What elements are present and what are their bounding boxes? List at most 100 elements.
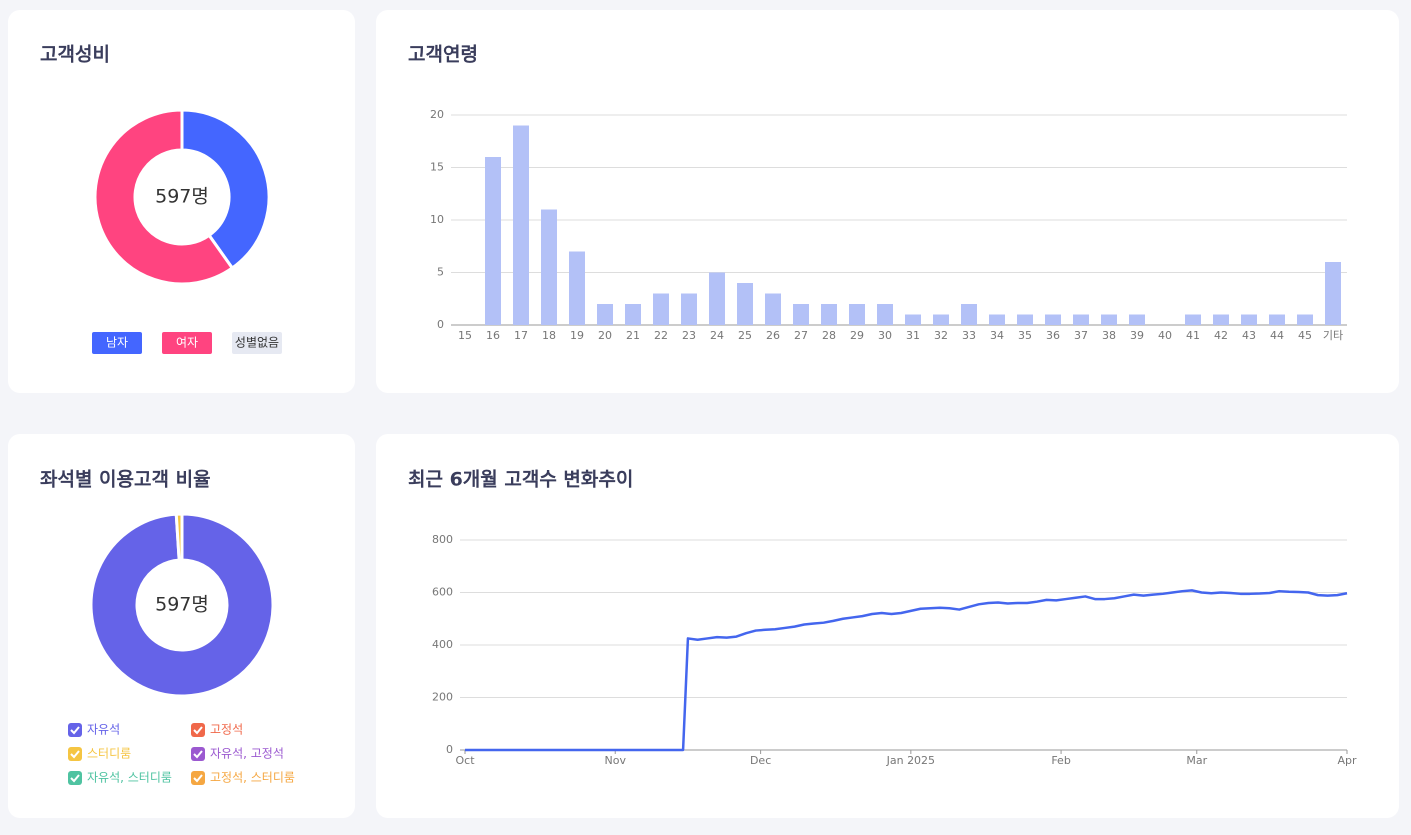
x-tick-label: 36 bbox=[1046, 329, 1060, 342]
x-tick-label: 40 bbox=[1158, 329, 1172, 342]
center-label: 597명 bbox=[155, 594, 209, 616]
bar bbox=[1241, 314, 1257, 325]
bar bbox=[989, 314, 1005, 325]
bar bbox=[1129, 314, 1145, 325]
y-tick-label: 15 bbox=[430, 161, 444, 174]
pie-slice bbox=[93, 108, 235, 286]
x-tick-label: 16 bbox=[486, 329, 500, 342]
bar bbox=[1101, 314, 1117, 325]
x-tick-label: Jan 2025 bbox=[886, 754, 935, 767]
bar bbox=[821, 304, 837, 325]
legend-swatch bbox=[162, 332, 212, 354]
x-tick-label: 18 bbox=[542, 329, 556, 342]
bar bbox=[1017, 314, 1033, 325]
legend-checkbox bbox=[68, 723, 82, 737]
bar bbox=[793, 304, 809, 325]
card bbox=[8, 434, 355, 818]
card bbox=[376, 10, 1399, 393]
x-tick-label: 38 bbox=[1102, 329, 1116, 342]
x-tick-label: 23 bbox=[682, 329, 696, 342]
bar bbox=[597, 304, 613, 325]
x-tick-label: 33 bbox=[962, 329, 976, 342]
x-tick-label: Feb bbox=[1051, 754, 1070, 767]
legend-label: 남자 bbox=[106, 336, 128, 350]
x-tick-label: 22 bbox=[654, 329, 668, 342]
x-tick-label: 30 bbox=[878, 329, 892, 342]
y-tick-label: 600 bbox=[432, 586, 453, 599]
check-icon bbox=[193, 750, 203, 759]
x-tick-label: 37 bbox=[1074, 329, 1088, 342]
card bbox=[8, 10, 355, 393]
legend-label: 고정석 bbox=[210, 723, 243, 737]
bar bbox=[1213, 314, 1229, 325]
x-tick-label: 17 bbox=[514, 329, 528, 342]
legend-swatch bbox=[92, 332, 142, 354]
x-tick-label: Nov bbox=[604, 754, 626, 767]
x-tick-label: 41 bbox=[1186, 329, 1200, 342]
x-tick-label: 기타 bbox=[1323, 329, 1343, 342]
x-tick-label: 31 bbox=[906, 329, 920, 342]
bar bbox=[1269, 314, 1285, 325]
bar bbox=[541, 209, 557, 325]
x-tick-label: 25 bbox=[738, 329, 752, 342]
x-tick-label: 43 bbox=[1242, 329, 1256, 342]
x-tick-label: 24 bbox=[710, 329, 724, 342]
card-title: 고객성비 bbox=[40, 44, 110, 66]
x-tick-label: 42 bbox=[1214, 329, 1228, 342]
check-icon bbox=[70, 774, 80, 783]
bar bbox=[709, 272, 725, 325]
bar bbox=[681, 293, 697, 325]
legend-label: 스터디룸 bbox=[87, 747, 131, 761]
x-tick-label: Oct bbox=[455, 754, 475, 767]
x-tick-label: 29 bbox=[850, 329, 864, 342]
card-title: 최근 6개월 고객수 변화추이 bbox=[408, 469, 633, 491]
bar bbox=[1297, 314, 1313, 325]
card bbox=[376, 434, 1399, 818]
bar bbox=[933, 314, 949, 325]
bar bbox=[1073, 314, 1089, 325]
legend-label: 자유석 bbox=[87, 723, 120, 737]
x-tick-label: 20 bbox=[598, 329, 612, 342]
x-tick-label: 26 bbox=[766, 329, 780, 342]
check-icon bbox=[70, 726, 80, 735]
y-tick-label: 400 bbox=[432, 638, 453, 651]
bar bbox=[1325, 262, 1341, 325]
y-tick-label: 800 bbox=[432, 533, 453, 546]
bar bbox=[849, 304, 865, 325]
bar bbox=[1045, 314, 1061, 325]
y-tick-label: 5 bbox=[437, 266, 444, 279]
bar bbox=[765, 293, 781, 325]
check-icon bbox=[70, 750, 80, 759]
x-tick-label: 39 bbox=[1130, 329, 1144, 342]
bar bbox=[905, 314, 921, 325]
x-tick-label: 44 bbox=[1270, 329, 1284, 342]
bar bbox=[513, 125, 529, 325]
x-tick-label: 34 bbox=[990, 329, 1004, 342]
pie-slice bbox=[89, 512, 275, 698]
bar bbox=[961, 304, 977, 325]
x-tick-label: 15 bbox=[458, 329, 472, 342]
x-tick-label: 35 bbox=[1018, 329, 1032, 342]
pie-slice bbox=[180, 108, 271, 271]
x-tick-label: 28 bbox=[822, 329, 836, 342]
x-tick-label: Apr bbox=[1337, 754, 1357, 767]
x-tick-label: 21 bbox=[626, 329, 640, 342]
bar bbox=[625, 304, 641, 325]
bar bbox=[877, 304, 893, 325]
legend-checkbox bbox=[191, 771, 205, 785]
legend-label: 여자 bbox=[176, 336, 198, 350]
legend-label: 자유석, 스터디룸 bbox=[87, 771, 172, 785]
legend-checkbox bbox=[191, 747, 205, 761]
bar bbox=[569, 251, 585, 325]
pie-slice bbox=[174, 512, 184, 562]
y-tick-label: 20 bbox=[430, 108, 444, 121]
y-tick-label: 200 bbox=[432, 691, 453, 704]
y-tick-label: 10 bbox=[430, 213, 444, 226]
bar bbox=[737, 283, 753, 325]
bar bbox=[485, 157, 501, 325]
card-title: 좌석별 이용고객 비율 bbox=[40, 469, 211, 491]
x-tick-label: 19 bbox=[570, 329, 584, 342]
y-tick-label: 0 bbox=[446, 743, 453, 756]
x-tick-label: 45 bbox=[1298, 329, 1312, 342]
